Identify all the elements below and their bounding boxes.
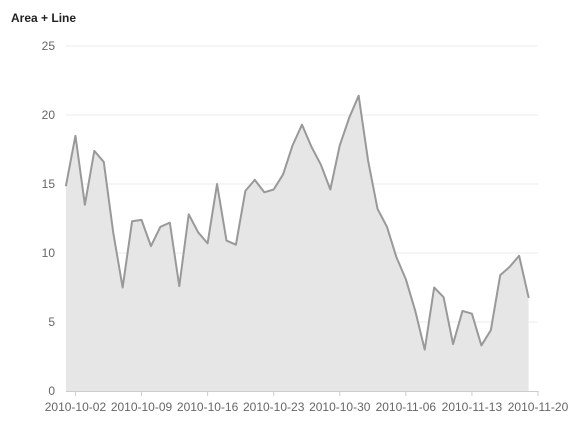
axes: [66, 391, 539, 396]
y-tick-label-5: 5: [48, 315, 55, 329]
x-tick-label-2010-10-02: 2010-10-02: [45, 400, 107, 414]
x-tick-label-2010-10-16: 2010-10-16: [177, 400, 239, 414]
tick-labels: 0 5 10 15 20 25 2010-10-02 2010-10-09 2010-10-16…: [42, 39, 569, 414]
x-tick-label-2010-11-13: 2010-11-13: [442, 400, 503, 414]
area-layer: [65, 94, 530, 392]
area-fill-series-0: [66, 95, 529, 392]
line-series-0: [65, 94, 530, 351]
y-tick-label-10: 10: [42, 246, 56, 260]
y-tick-label-25: 25: [42, 39, 56, 53]
x-tick-label-2010-11-06: 2010-11-06: [376, 400, 437, 414]
x-tick-label-2010-10-09: 2010-10-09: [111, 400, 173, 414]
y-tick-label-20: 20: [42, 108, 56, 122]
y-tick-label-0: 0: [48, 384, 55, 398]
chart-title: Area + Line: [11, 11, 77, 25]
x-tick-label-2010-10-23: 2010-10-23: [243, 400, 305, 414]
x-tick-label-2010-10-30: 2010-10-30: [309, 400, 371, 414]
y-tick-label-15: 15: [42, 177, 56, 191]
x-tick-label-2010-11-20: 2010-11-20: [508, 400, 569, 414]
